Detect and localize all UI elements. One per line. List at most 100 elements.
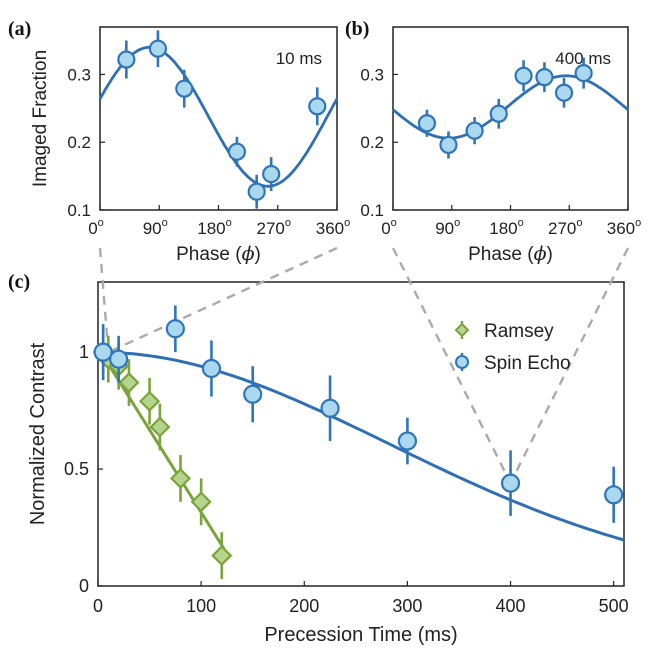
panel-c-xtick-label: 100 [186,596,216,616]
series-spin-echo [93,305,625,542]
panel-c-xtick-label: 200 [289,596,319,616]
legend-label: Spin Echo [484,353,571,374]
panel-b-xtick-label: 0o [381,217,397,238]
panel-a-degree-mark: o [226,217,232,229]
panel-b-data-point [439,135,458,155]
panel-b-xtick-label: 360o [607,217,642,238]
panel-a-degree-mark: o [162,217,168,229]
panel-a-xtick-label: 180o [197,217,232,238]
panel-b-data-point [514,66,533,85]
panel-c-xlabel: Precession Time (ms) [264,624,457,646]
panel-a-xtick-label: 0o [88,217,104,238]
panel-c-xtick-label: 500 [599,596,629,616]
panel-b-data-point [535,68,554,87]
panel-b-label: (b) [345,18,369,40]
panel-a-data-point [117,50,136,69]
panel-a-xlabel-close: ) [255,244,261,265]
panel-b-ytick-label: 0.2 [360,133,384,152]
panel-a-xtick-label: 90o [143,217,168,238]
panel-a-data-point [175,79,194,98]
series-ramsey [92,328,233,579]
panel-a-xtick-label: 270o [257,217,292,238]
panel-b-ytick-label: 0.1 [360,201,384,220]
spin-echo-data-point [500,473,521,493]
panel-a-xtick-label: 360o [316,217,351,238]
panel-a: (a) 10 ms [8,18,338,211]
ramsey-data-point [190,491,212,513]
spin-echo-data-point [201,358,222,379]
panel-c-data: 0 100 200 300 400 500 0 0.5 1 Precession Time (ms… [27,246,630,646]
spin-echo-data-point [165,319,185,339]
panel-b-data-point [574,63,593,83]
panel-b-degree-mark: o [391,217,397,229]
panel-b-xtick-label: 180o [489,217,524,238]
panel-a-data: 0o 90o 180o 270o 360o 0.1 0.2 0.3 Phase (ϕ) Image… [30,30,350,265]
panel-b-degree-mark: o [635,217,641,229]
panel-a-label: (a) [8,18,31,40]
panel-a-degree-mark: o [98,217,104,229]
panel-a-xlabel: Phase (ϕ) [176,243,261,265]
legend-diamond-icon [454,322,470,338]
panel-a-ytick-label: 0.2 [67,133,91,152]
panel-b-xlabel-text: Phase ( [468,244,534,265]
panel-a-data-point [227,142,247,161]
ramsey-data-point [118,371,140,394]
panel-b: (b) 400 ms [345,18,629,211]
panel-b-degree-mark: o [518,217,524,229]
legend-circle-icon [455,355,469,369]
ramsey-data-point [211,545,233,567]
legend-label: Ramsey [484,321,554,342]
ramsey-data-point [139,390,161,412]
panel-a-xlabel-text: Phase ( [176,244,242,265]
panel-a-degree-mark: o [344,217,350,229]
zoom-connector [509,247,630,484]
panel-c-xtick-label: 400 [496,596,526,616]
panel-c-xtick-label: 300 [392,596,422,616]
spin-echo-data-point [93,342,113,362]
panel-a-ylabel: Imaged Fraction [30,50,51,187]
panel-c-ytick-label: 0.5 [64,459,89,479]
zoom-connector [98,247,110,353]
panel-b-ytick-label: 0.3 [360,65,384,84]
panel-a-xlabel-symbol: ϕ [242,243,255,265]
panel-c: (c) [8,271,625,587]
spin-echo-fit-curve [98,350,625,542]
zoom-connector [107,246,338,354]
panel-b-data: 0o 90o 180o 270o 360o 0.1 0.2 0.3 Phase (ϕ) [360,57,642,265]
panel-b-xtick-label: 270o [548,217,583,238]
spin-echo-data-point [397,431,418,451]
panel-b-data-point [465,121,484,140]
panel-b-data-point [417,114,437,133]
panel-c-label: (c) [8,271,30,293]
ramsey-data-point [169,467,192,489]
panel-b-fit-curve [392,74,629,140]
panel-a-ytick-label: 0.1 [67,201,91,220]
spin-echo-data-point [109,349,129,369]
zoom-connector [391,247,512,484]
panel-c-ytick-label: 0 [79,576,89,596]
panel-b-data-point [554,83,574,102]
panel-c-frame [97,281,625,587]
panel-b-xtick-label: 90o [435,217,460,238]
panel-c-legend: Ramsey Spin Echo [454,321,571,374]
spin-echo-data-point [320,398,340,418]
panel-c-ytick-label: 1 [79,342,89,362]
panel-b-degree-mark: o [576,217,582,229]
panel-b-xlabel-symbol: ϕ [534,243,547,265]
panel-a-annotation: 10 ms [276,49,322,68]
panel-a-fit-curve [98,45,339,188]
panel-c-xtick-label: 0 [93,596,103,616]
panel-b-degree-mark: o [454,217,460,229]
panel-b-data-point [489,104,508,123]
panel-c-plot [97,281,625,587]
panel-a-data-point [308,97,327,116]
panel-c-ylabel: Normalized Contrast [27,342,49,525]
panel-a-plot: 10 ms [99,26,338,211]
spin-echo-data-point [604,485,624,505]
panel-a-data-point [148,39,168,58]
panel-a-ytick-label: 0.3 [67,65,91,84]
ramsey-data-point [149,416,171,438]
panel-a-degree-mark: o [285,217,291,229]
panel-a-data-point [247,182,266,201]
